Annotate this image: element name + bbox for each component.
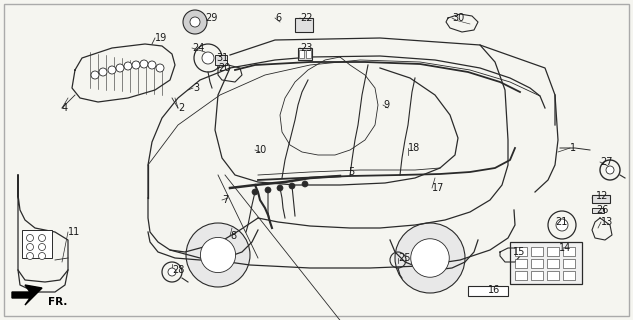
Bar xyxy=(547,271,559,280)
Circle shape xyxy=(202,52,214,64)
Circle shape xyxy=(132,61,140,69)
Text: 29: 29 xyxy=(205,13,217,23)
Circle shape xyxy=(27,244,34,251)
Circle shape xyxy=(201,237,235,273)
Circle shape xyxy=(116,64,124,72)
Text: 11: 11 xyxy=(68,227,80,237)
Text: 2: 2 xyxy=(178,103,184,113)
Text: 17: 17 xyxy=(432,183,444,193)
Text: 23: 23 xyxy=(300,43,312,53)
Text: 8: 8 xyxy=(230,231,236,241)
Circle shape xyxy=(277,185,283,191)
Text: 20: 20 xyxy=(218,63,230,73)
Text: 6: 6 xyxy=(275,13,281,23)
Circle shape xyxy=(252,189,258,195)
Bar xyxy=(531,259,543,268)
Text: 14: 14 xyxy=(559,243,571,253)
Circle shape xyxy=(186,223,250,287)
Circle shape xyxy=(265,187,271,193)
Bar xyxy=(295,18,313,32)
Text: FR.: FR. xyxy=(48,297,67,307)
Text: 24: 24 xyxy=(192,43,204,53)
Bar xyxy=(592,195,610,203)
Bar xyxy=(215,55,227,65)
Circle shape xyxy=(99,68,107,76)
Bar xyxy=(592,208,604,213)
Bar xyxy=(306,50,311,58)
Bar xyxy=(510,242,582,284)
Circle shape xyxy=(39,252,46,260)
Text: 10: 10 xyxy=(255,145,267,155)
Circle shape xyxy=(183,10,207,34)
Circle shape xyxy=(289,183,295,189)
Bar xyxy=(515,247,527,256)
Circle shape xyxy=(168,268,176,276)
Bar xyxy=(547,259,559,268)
Circle shape xyxy=(606,166,614,174)
Text: 22: 22 xyxy=(300,13,313,23)
Text: 27: 27 xyxy=(600,157,613,167)
Circle shape xyxy=(39,235,46,242)
Bar xyxy=(531,247,543,256)
Text: 19: 19 xyxy=(155,33,167,43)
Text: 16: 16 xyxy=(488,285,500,295)
Circle shape xyxy=(27,252,34,260)
Text: 9: 9 xyxy=(383,100,389,110)
Bar xyxy=(468,286,508,296)
Text: 5: 5 xyxy=(348,167,354,177)
Text: 7: 7 xyxy=(222,195,229,205)
Text: 1: 1 xyxy=(570,143,576,153)
Text: 18: 18 xyxy=(408,143,420,153)
Circle shape xyxy=(140,60,148,68)
Circle shape xyxy=(302,181,308,187)
Circle shape xyxy=(108,66,116,74)
Circle shape xyxy=(411,239,449,277)
Circle shape xyxy=(190,17,200,27)
Circle shape xyxy=(91,71,99,79)
Bar xyxy=(515,271,527,280)
Circle shape xyxy=(148,61,156,69)
Text: 21: 21 xyxy=(555,217,567,227)
Text: 26: 26 xyxy=(596,205,608,215)
Circle shape xyxy=(395,223,465,293)
Bar xyxy=(547,247,559,256)
Bar xyxy=(563,247,575,256)
Text: 3: 3 xyxy=(193,83,199,93)
Circle shape xyxy=(124,62,132,70)
Text: 28: 28 xyxy=(172,265,184,275)
Circle shape xyxy=(39,244,46,251)
Bar xyxy=(515,259,527,268)
Text: 13: 13 xyxy=(601,217,613,227)
Text: 25: 25 xyxy=(398,253,410,263)
Text: 12: 12 xyxy=(596,191,608,201)
Circle shape xyxy=(27,235,34,242)
Bar xyxy=(298,48,312,60)
Text: 15: 15 xyxy=(513,247,525,257)
Bar xyxy=(563,271,575,280)
Bar xyxy=(531,271,543,280)
Bar xyxy=(299,50,304,58)
Bar xyxy=(563,259,575,268)
Polygon shape xyxy=(12,285,42,305)
Bar xyxy=(22,230,52,258)
Text: 31: 31 xyxy=(216,53,229,63)
Text: 30: 30 xyxy=(452,13,464,23)
Text: 4: 4 xyxy=(62,103,68,113)
Circle shape xyxy=(556,219,568,231)
Circle shape xyxy=(156,64,164,72)
